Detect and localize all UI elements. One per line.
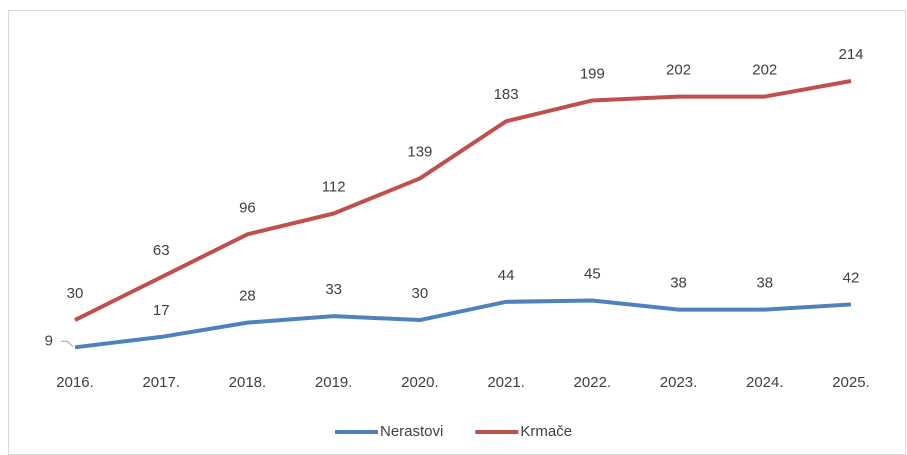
data-label: 183 xyxy=(494,86,519,103)
data-label: 139 xyxy=(407,143,432,160)
x-tick-label: 2016. xyxy=(56,374,94,391)
data-label: 202 xyxy=(666,62,691,79)
data-label: 96 xyxy=(239,199,256,216)
data-label: 30 xyxy=(67,285,84,302)
data-label: 30 xyxy=(412,285,429,302)
data-label: 28 xyxy=(239,288,256,305)
data-label: 44 xyxy=(498,267,515,284)
x-tick-label: 2021. xyxy=(487,374,525,391)
x-tick-label: 2025. xyxy=(832,374,870,391)
chart-border xyxy=(8,10,906,455)
legend-label: Nerastovi xyxy=(380,423,443,440)
data-label: 38 xyxy=(670,275,687,292)
x-tick-label: 2024. xyxy=(746,374,784,391)
data-label: 112 xyxy=(322,178,346,195)
data-label: 199 xyxy=(580,65,605,82)
leader-line xyxy=(61,340,74,347)
data-label: 202 xyxy=(752,62,777,79)
series-line xyxy=(74,298,852,350)
data-label: 63 xyxy=(153,242,170,259)
series-line xyxy=(74,79,852,322)
data-label: 45 xyxy=(584,266,601,283)
x-tick-label: 2023. xyxy=(660,374,698,391)
data-label: 33 xyxy=(325,281,342,298)
x-tick-label: 2019. xyxy=(315,374,353,391)
data-label: 17 xyxy=(153,302,170,319)
x-tick-label: 2018. xyxy=(229,374,267,391)
data-label: 214 xyxy=(838,46,863,63)
data-label: 42 xyxy=(843,269,860,286)
data-label: 38 xyxy=(756,275,773,292)
legend-label: Krmače xyxy=(520,423,572,440)
x-tick-label: 2017. xyxy=(142,374,180,391)
data-label: 9 xyxy=(45,332,53,349)
x-tick-label: 2022. xyxy=(574,374,612,391)
x-tick-label: 2020. xyxy=(401,374,439,391)
